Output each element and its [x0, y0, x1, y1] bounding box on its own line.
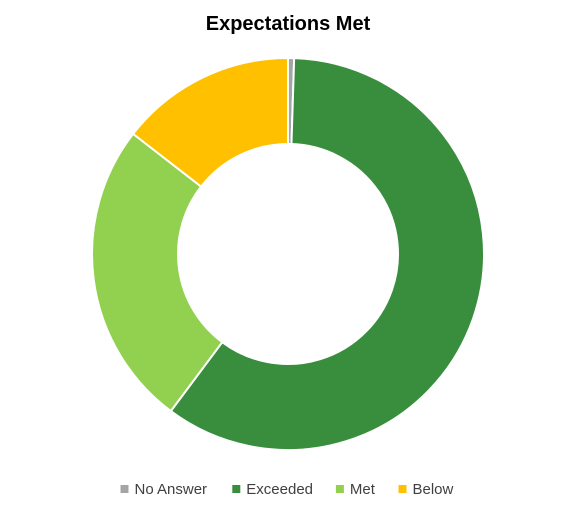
legend-label: Met [350, 481, 376, 498]
slice [131, 56, 289, 188]
legend-label: Below [413, 481, 454, 498]
legend-swatch [120, 485, 129, 493]
slice [169, 57, 485, 451]
legend-label: No Answer [135, 481, 208, 498]
legend-swatch [398, 485, 407, 493]
legend-swatch [232, 485, 241, 493]
legend-label: Exceeded [246, 481, 313, 498]
slice [91, 132, 224, 413]
legend-swatch [335, 485, 344, 493]
chart-title: Expectations Met [206, 13, 371, 35]
